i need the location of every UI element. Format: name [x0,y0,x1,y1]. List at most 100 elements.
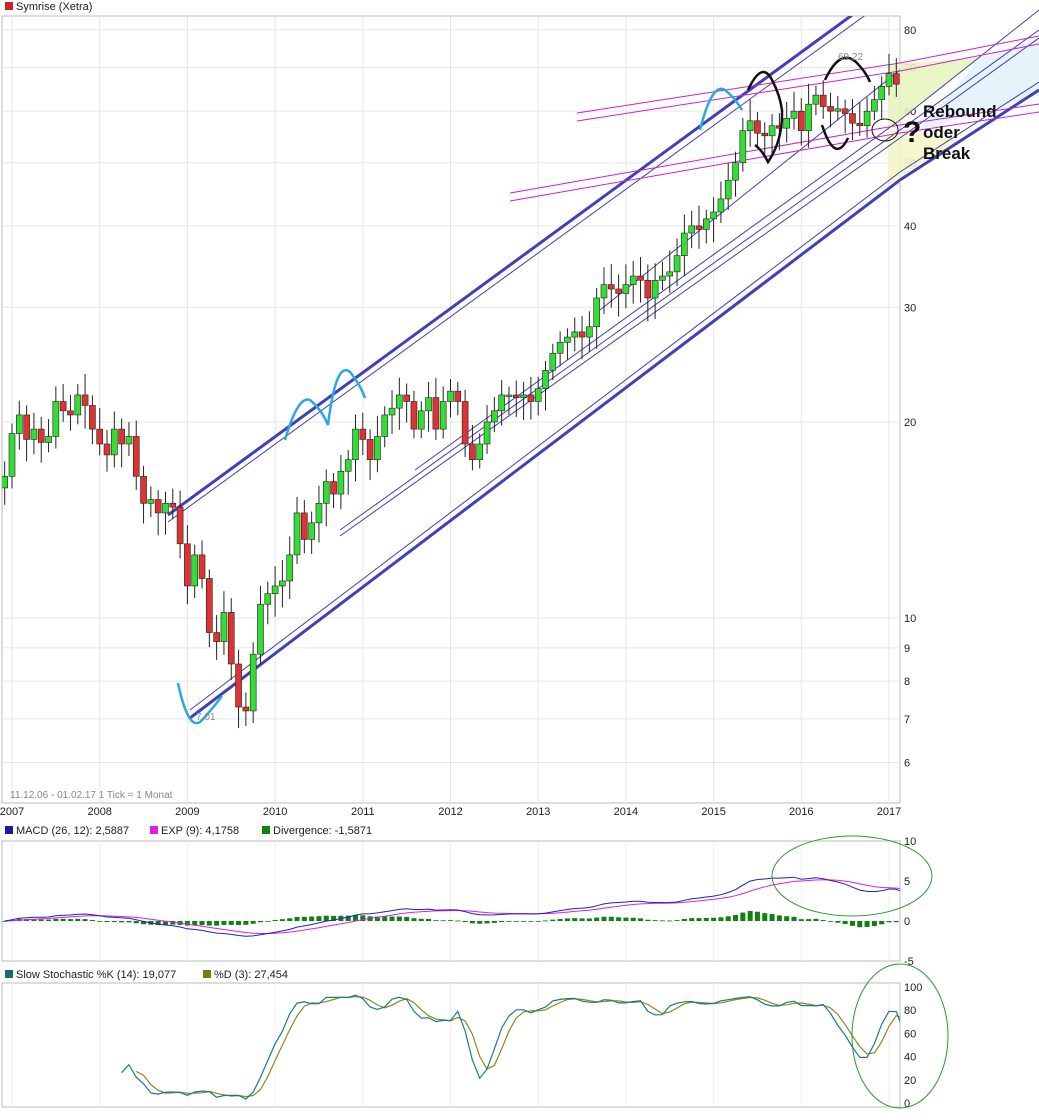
x-tick-label: 2016 [789,806,813,818]
divergence-bar [550,919,556,921]
divergence-bar [594,917,600,921]
candle [125,422,133,457]
divergence-bar [923,921,928,930]
stoch-y-tick: 80 [904,1005,916,1017]
divergence-bar [440,920,446,922]
candle [293,497,301,564]
stochastic-d-line [135,995,900,1098]
divergence-bar [484,921,490,924]
legend-macd: MACD (26, 12): 2,5887 [16,825,129,837]
stochastic-circle [851,963,949,1109]
note-rebound: Rebound [923,102,997,121]
stoch-y-tick: 100 [904,982,922,994]
x-tick-label: 2013 [526,806,550,818]
candle [790,91,798,130]
divergence-bar [521,921,527,922]
divergence-bar [345,915,351,921]
divergence-bar [104,921,110,923]
legend-exp: EXP (9): 4,1758 [161,825,239,837]
candle [520,382,527,421]
divergence-bar [835,921,841,923]
low-value-label: 7,01 [196,712,216,723]
candle [615,274,622,317]
candle [827,92,834,128]
divergence-bar [2,921,8,922]
note-oder: oder [923,123,960,142]
candle [586,311,593,352]
candle [213,614,220,660]
candle [352,414,359,482]
divergence-bar [762,913,768,921]
divergence-bar [411,918,417,921]
divergence-bar [389,916,395,921]
divergence-bar [601,916,607,921]
divergence-bar [294,917,300,921]
wave-annotations [176,56,899,725]
macd-y-tick: 10 [904,836,916,848]
y-tick-label: 20 [904,417,916,429]
candle [512,380,520,418]
divergence-bar [659,920,665,922]
divergence-bar [499,921,505,923]
legend-price: Symrise (Xetra) [16,1,92,13]
candle [542,360,549,411]
candle [871,85,878,121]
divergence-bar [433,920,439,921]
candle [2,461,8,505]
divergence-bar [711,917,717,921]
candle [118,418,125,468]
candle [81,374,89,429]
divergence-bar [652,920,658,921]
x-tick-label: 2012 [438,806,462,818]
divergence-bar [382,916,388,921]
legend-d-swatch [203,970,211,978]
candle [315,485,323,543]
candle [301,500,308,554]
divergence-bar [623,917,629,921]
divergence-bar [221,921,227,925]
divergence-bar [272,919,278,921]
divergence-bar [170,921,176,925]
candle [23,405,30,462]
stoch-y-tick: 40 [904,1052,916,1064]
x-tick-label: 2007 [0,806,24,818]
candle [67,394,74,431]
candle [176,490,184,559]
divergence-bar [396,916,402,921]
divergence-bar [141,921,147,925]
divergence-bar [279,919,285,921]
divergence-bar [426,918,432,921]
candle [59,384,67,422]
candle [147,486,155,518]
divergence-bar [67,919,73,921]
candle [856,102,864,136]
divergence-bar [791,916,797,921]
candle [417,401,425,439]
legend-macd-swatch [5,826,13,834]
divergence-bar [842,921,848,925]
candle [279,560,286,608]
candle [257,585,264,665]
candle [286,536,294,600]
stochastic-k-line [121,994,900,1100]
candle [659,261,666,291]
candle [878,76,885,120]
divergence-bar [31,918,37,921]
divergence-bar [828,921,834,922]
stoch-y-tick: 60 [904,1028,916,1040]
divergence-bar [206,921,212,926]
candle [746,99,754,147]
divergence-bar [82,919,88,921]
candle [154,490,162,536]
divergence-bar [133,921,139,924]
y-tick-label: 7 [904,714,910,726]
candle [461,389,469,457]
divergence-bar [155,921,161,926]
candle [534,376,542,416]
note-break: Break [923,144,971,163]
y-tick-label: 9 [904,643,910,655]
candle [571,317,579,352]
divergence-bar [733,915,739,921]
